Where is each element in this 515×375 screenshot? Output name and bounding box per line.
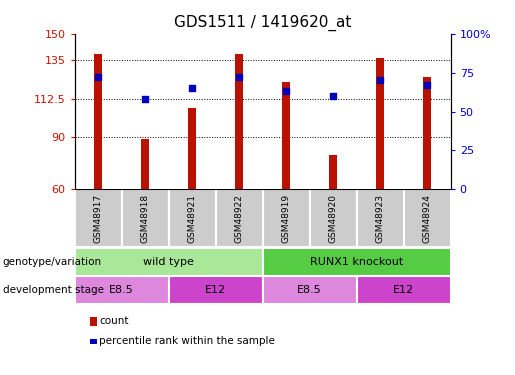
Point xyxy=(94,74,102,80)
Text: E12: E12 xyxy=(393,285,414,295)
Text: GSM48922: GSM48922 xyxy=(235,194,244,243)
Text: GSM48923: GSM48923 xyxy=(375,194,385,243)
Point xyxy=(188,85,196,91)
Point xyxy=(235,74,243,80)
Bar xyxy=(356,276,451,304)
Text: E8.5: E8.5 xyxy=(109,285,134,295)
Bar xyxy=(263,276,356,304)
Bar xyxy=(75,189,122,248)
Text: wild type: wild type xyxy=(143,256,194,267)
Bar xyxy=(75,276,168,304)
Bar xyxy=(329,155,337,189)
Point xyxy=(376,78,384,84)
Text: percentile rank within the sample: percentile rank within the sample xyxy=(99,336,276,346)
Text: GSM48921: GSM48921 xyxy=(187,194,197,243)
Bar xyxy=(188,108,196,189)
Title: GDS1511 / 1419620_at: GDS1511 / 1419620_at xyxy=(174,15,351,31)
Bar xyxy=(122,189,168,248)
Text: E12: E12 xyxy=(205,285,226,295)
Text: GSM48920: GSM48920 xyxy=(329,194,338,243)
Point xyxy=(329,93,337,99)
Bar xyxy=(404,189,451,248)
Bar xyxy=(263,248,451,276)
Bar xyxy=(263,189,310,248)
Bar xyxy=(168,276,263,304)
Bar xyxy=(423,77,432,189)
Point xyxy=(282,88,290,94)
Text: count: count xyxy=(99,316,129,326)
Text: GSM48924: GSM48924 xyxy=(423,194,432,243)
Bar xyxy=(168,189,216,248)
Bar xyxy=(376,58,384,189)
Bar xyxy=(282,82,290,189)
Text: RUNX1 knockout: RUNX1 knockout xyxy=(310,256,403,267)
Bar xyxy=(94,54,102,189)
Bar xyxy=(310,189,356,248)
Bar xyxy=(141,139,149,189)
Bar xyxy=(235,54,244,189)
Bar xyxy=(216,189,263,248)
Bar xyxy=(356,189,404,248)
Bar xyxy=(75,248,263,276)
Text: genotype/variation: genotype/variation xyxy=(3,256,101,267)
Point xyxy=(423,82,431,88)
Text: GSM48918: GSM48918 xyxy=(141,194,150,243)
Text: E8.5: E8.5 xyxy=(297,285,322,295)
Text: GSM48919: GSM48919 xyxy=(282,194,290,243)
Point xyxy=(141,96,149,102)
Text: GSM48917: GSM48917 xyxy=(94,194,102,243)
Text: development stage: development stage xyxy=(3,285,104,295)
